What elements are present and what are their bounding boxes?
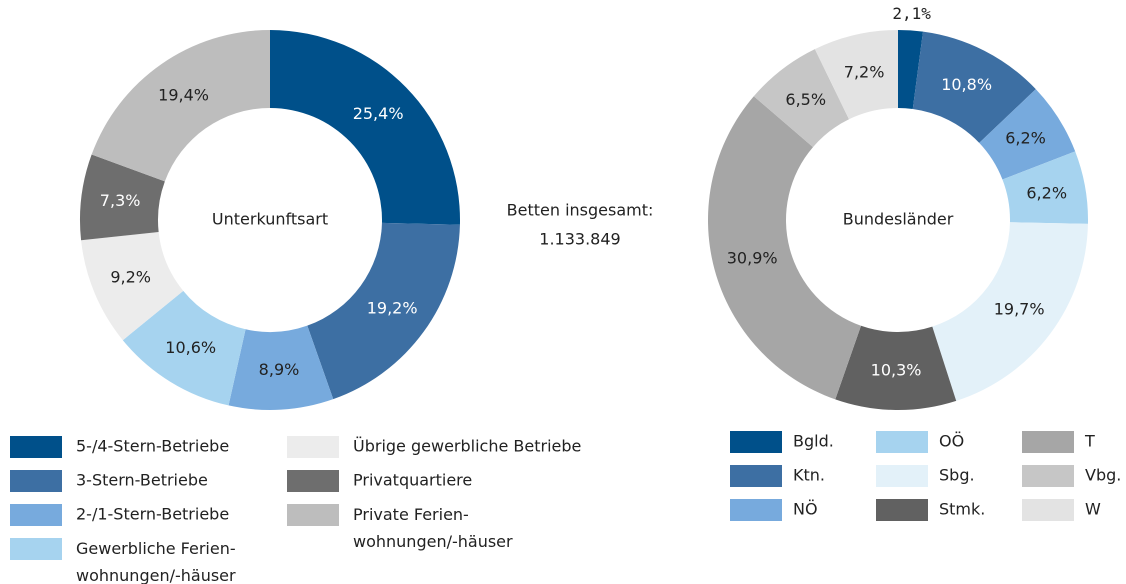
value-label: 7,2% xyxy=(844,62,885,81)
center-label: Bundesländer xyxy=(843,210,954,229)
legend-swatch xyxy=(730,465,782,487)
donut-segment xyxy=(228,325,334,411)
legend-swatch xyxy=(10,470,62,492)
donut-segment xyxy=(979,89,1076,180)
legend-swatch xyxy=(287,470,339,492)
legend-swatch xyxy=(876,465,928,487)
legend-label: Ktn. xyxy=(793,466,825,485)
legend-label: Privatquartiere xyxy=(353,471,472,490)
donut-segment xyxy=(1002,151,1088,224)
legend-label: Übrige gewerbliche Betriebe xyxy=(353,437,581,456)
legend-label: Private Ferien-wohnungen/-häuser xyxy=(353,505,513,551)
annotation: 1.133.849 xyxy=(539,230,620,249)
donut-segment xyxy=(91,30,270,182)
value-label: 10,8% xyxy=(941,75,992,94)
legend-swatch xyxy=(730,499,782,521)
legend-label: NÖ xyxy=(793,500,818,519)
donut-segment xyxy=(898,30,924,109)
value-label: 10,3% xyxy=(871,360,922,379)
legend-swatch xyxy=(1022,465,1074,487)
donut-segment xyxy=(912,31,1036,143)
donut-segment xyxy=(814,30,898,120)
annotation: Betten insgesamt: xyxy=(507,201,654,220)
value-label: 6,2% xyxy=(1026,183,1067,202)
legend-swatch xyxy=(876,431,928,453)
value-label: 19,2% xyxy=(367,298,418,317)
legend-swatch xyxy=(730,431,782,453)
center-label: Unterkunftsart xyxy=(212,210,328,229)
value-label: 7,3% xyxy=(100,191,141,210)
legend-label: Gewerbliche Ferien-wohnungen/-häuser xyxy=(76,539,236,584)
legend-swatch xyxy=(287,504,339,526)
donut-segment xyxy=(753,49,849,148)
legend-label: W xyxy=(1085,500,1101,519)
donut-segment xyxy=(81,231,184,341)
value-label: 9,2% xyxy=(110,268,151,287)
legend-swatch xyxy=(287,436,339,458)
legend-swatch xyxy=(876,499,928,521)
legend-label: 2-/1-Stern-Betriebe xyxy=(76,505,229,524)
legend-label: 3-Stern-Betriebe xyxy=(76,471,208,490)
legend-label: 5-/4-Stern-Betriebe xyxy=(76,437,229,456)
legend-label: Stmk. xyxy=(939,500,985,519)
value-label: 30,9% xyxy=(727,249,778,268)
value-label: 19,4% xyxy=(158,86,209,105)
legend-label: T xyxy=(1084,432,1095,451)
value-label: 2,1% xyxy=(892,4,931,23)
legend-swatch xyxy=(1022,499,1074,521)
donut-segment xyxy=(270,30,460,225)
legend-label: OÖ xyxy=(939,432,964,451)
legend-label: Sbg. xyxy=(939,466,975,485)
value-label: 8,9% xyxy=(259,360,300,379)
legend-label: Bgld. xyxy=(793,432,834,451)
value-label: 6,5% xyxy=(785,90,826,109)
donut-segment xyxy=(79,154,165,241)
legend-swatch xyxy=(10,504,62,526)
legend-swatch xyxy=(10,436,62,458)
value-label: 19,7% xyxy=(994,300,1045,319)
legend-swatch xyxy=(1022,431,1074,453)
donut-segment xyxy=(932,222,1088,401)
value-label: 10,6% xyxy=(165,338,216,357)
legend-swatch xyxy=(10,538,62,560)
donut-segment xyxy=(307,222,460,400)
donut-segment xyxy=(835,325,957,410)
value-label: 25,4% xyxy=(353,104,404,123)
donut-segment xyxy=(122,290,246,406)
donut-segment xyxy=(708,96,862,400)
legend-label: Vbg. xyxy=(1085,466,1121,485)
value-label: 6,2% xyxy=(1005,129,1046,148)
